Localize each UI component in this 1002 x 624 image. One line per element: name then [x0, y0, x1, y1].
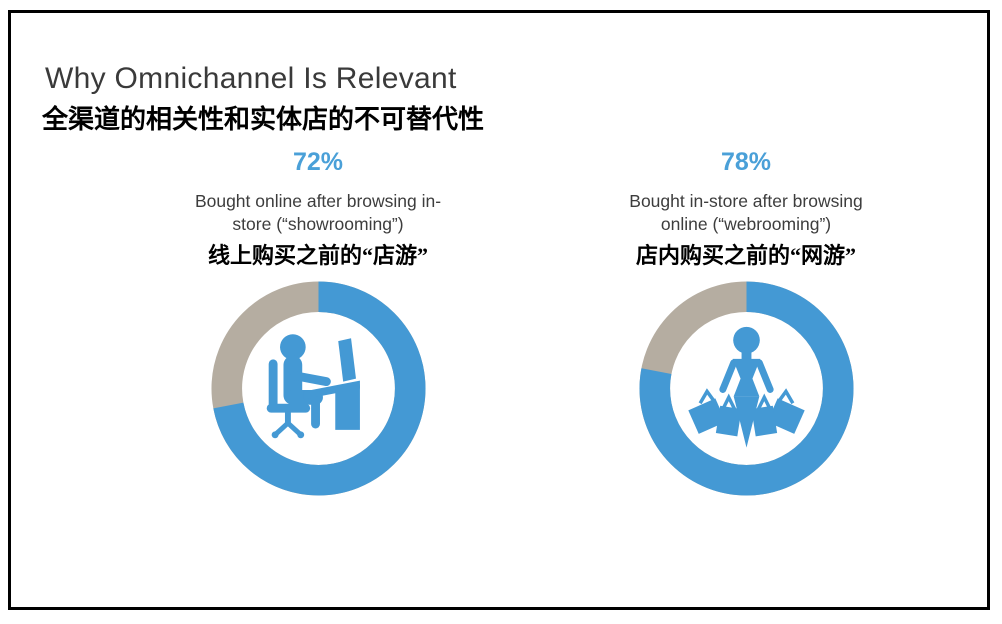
stat-caption-en: Bought online after browsing in- store (… [118, 190, 518, 236]
shopper-with-bags-icon [687, 326, 805, 448]
caption-line: Bought in-store after browsing [629, 191, 863, 211]
stat-block-webrooming: 78% Bought in-store after browsing onlin… [546, 149, 946, 502]
page-subtitle-zh: 全渠道的相关性和实体店的不可替代性 [42, 104, 485, 134]
person-at-computer-icon [266, 334, 360, 439]
donut-value-arc [210, 281, 426, 496]
caption-line: Bought online after browsing in- [194, 191, 442, 211]
slide-border-frame: Why Omnichannel Is Relevant 全渠道的相关性和实体店的… [8, 10, 990, 610]
caption-line: store (“showrooming”) [232, 214, 404, 234]
stat-block-showrooming: 72% Bought online after browsing in- sto… [118, 149, 518, 502]
donut-chart-showrooming [210, 281, 426, 496]
stat-percentage: 72% [292, 148, 344, 176]
stat-caption-en: Bought in-store after browsing online (“… [546, 190, 946, 236]
caption-line: online (“webrooming”) [660, 214, 832, 234]
donut-chart-webrooming [638, 281, 854, 496]
stat-percentage: 78% [720, 148, 772, 176]
page-title: Why Omnichannel Is Relevant [45, 62, 457, 96]
donut-value-arc [638, 281, 854, 496]
stat-caption-zh: 线上购买之前的“店游” [207, 243, 428, 268]
stat-caption-zh: 店内购买之前的“网游” [635, 243, 856, 268]
